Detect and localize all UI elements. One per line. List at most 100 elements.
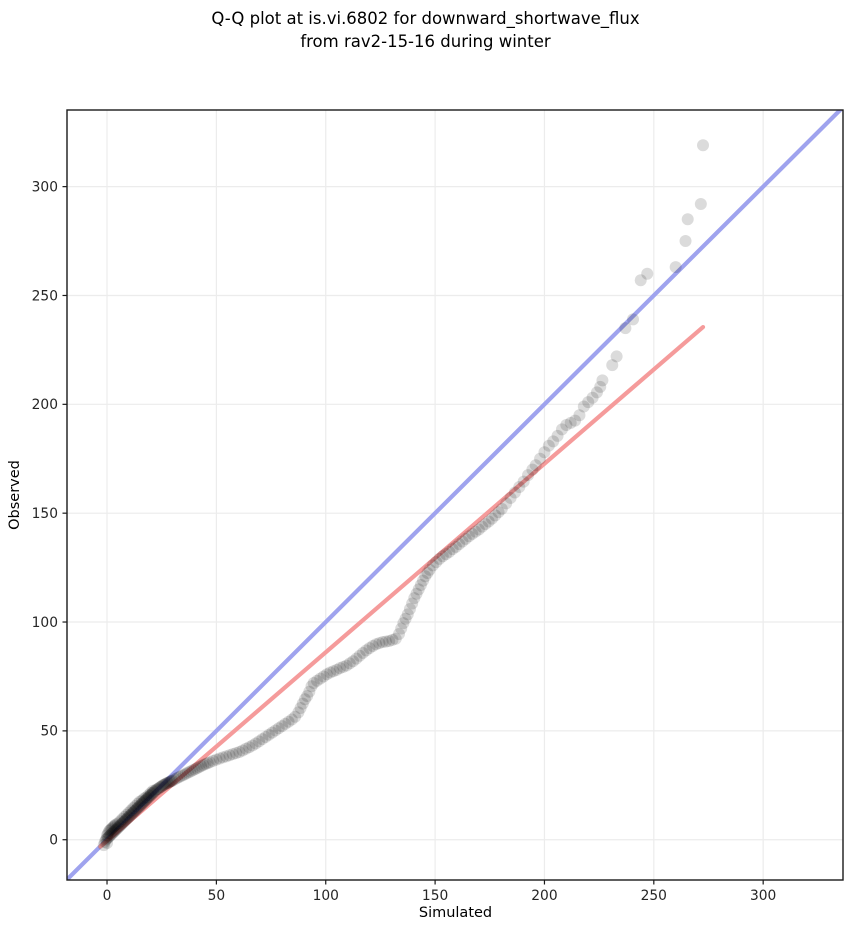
scatter-point bbox=[108, 825, 121, 838]
y-tick-label: 250 bbox=[32, 288, 58, 304]
scatter-point bbox=[220, 750, 233, 763]
scatter-point bbox=[143, 790, 156, 803]
scatter-point bbox=[158, 778, 171, 791]
scatter-point bbox=[421, 567, 434, 580]
scatter-point bbox=[175, 769, 188, 782]
scatter-point bbox=[517, 475, 530, 488]
scatter-point bbox=[350, 652, 363, 665]
scatter-point bbox=[213, 752, 226, 765]
scatter-point bbox=[285, 713, 298, 726]
scatter-point bbox=[171, 772, 184, 785]
scatter-point bbox=[476, 520, 489, 533]
scatter-point bbox=[163, 776, 176, 789]
scatter-point bbox=[133, 799, 146, 812]
scatter-point bbox=[366, 639, 379, 652]
scatter-point bbox=[363, 642, 376, 655]
y-axis-label: Observed bbox=[7, 460, 23, 530]
scatter-point bbox=[560, 419, 573, 432]
scatter-point bbox=[130, 803, 143, 816]
scatter-point bbox=[168, 773, 181, 786]
scatter-point bbox=[101, 829, 114, 842]
scatter-point bbox=[508, 486, 521, 499]
scatter-point bbox=[117, 816, 130, 829]
scatter-point bbox=[262, 728, 275, 741]
scatter-point bbox=[681, 213, 694, 226]
scatter-point bbox=[97, 839, 110, 852]
scatter-point bbox=[249, 737, 262, 750]
scatter-point bbox=[379, 635, 392, 648]
scatter-point bbox=[195, 760, 208, 773]
scatter-point bbox=[466, 527, 479, 540]
scatter-point bbox=[399, 612, 412, 625]
x-tick-label: 150 bbox=[422, 888, 448, 904]
scatter-point bbox=[164, 775, 177, 788]
scatter-point bbox=[410, 587, 423, 600]
scatter-point bbox=[107, 820, 120, 833]
scatter-point bbox=[443, 545, 456, 558]
scatter-point bbox=[105, 822, 118, 835]
y-tick-label: 150 bbox=[32, 506, 58, 522]
scatter-point bbox=[120, 813, 133, 826]
scatter-point bbox=[472, 523, 485, 536]
scatter-point bbox=[190, 762, 203, 775]
scatter-point bbox=[641, 267, 654, 280]
scatter-point bbox=[160, 777, 173, 790]
scatter-point bbox=[108, 819, 121, 832]
scatter-point bbox=[538, 446, 551, 459]
chart-title: Q-Q plot at is.vi.6802 for downward_shor… bbox=[0, 7, 851, 53]
scatter-point bbox=[433, 552, 446, 565]
scatter-point bbox=[131, 797, 144, 810]
scatter-point bbox=[144, 786, 157, 799]
scatter-points bbox=[97, 139, 710, 852]
scatter-point bbox=[162, 776, 175, 789]
scatter-point bbox=[504, 491, 517, 504]
scatter-point bbox=[102, 827, 115, 840]
scatter-point bbox=[118, 815, 131, 828]
scatter-point bbox=[127, 802, 140, 815]
scatter-point bbox=[419, 570, 432, 583]
scatter-point bbox=[111, 817, 124, 830]
y-tick-label: 50 bbox=[40, 724, 58, 740]
chart-title-line-2: from rav2-15-16 during winter bbox=[300, 32, 551, 51]
scatter-point bbox=[301, 690, 314, 703]
scatter-point bbox=[453, 538, 466, 551]
scatter-point bbox=[564, 416, 577, 429]
scatter-point bbox=[289, 710, 302, 723]
scatter-point bbox=[414, 579, 427, 592]
scatter-point bbox=[141, 792, 154, 805]
scatter-point bbox=[226, 748, 239, 761]
scatter-point bbox=[107, 826, 120, 839]
x-tick-label: 50 bbox=[208, 888, 226, 904]
scatter-point bbox=[500, 497, 513, 510]
scatter-point bbox=[127, 806, 140, 819]
scatter-point bbox=[619, 322, 632, 335]
scatter-point bbox=[146, 784, 159, 797]
scatter-point bbox=[236, 744, 249, 757]
scatter-point bbox=[586, 391, 599, 404]
scatter-point bbox=[534, 452, 547, 465]
scatter-point bbox=[155, 780, 168, 793]
scatter-point bbox=[106, 821, 119, 834]
scatter-point bbox=[151, 783, 164, 796]
scatter-point bbox=[139, 794, 152, 807]
x-tick-label: 200 bbox=[531, 888, 557, 904]
scatter-point bbox=[192, 761, 205, 774]
y-tick-label: 0 bbox=[49, 833, 58, 849]
scatter-point bbox=[111, 821, 124, 834]
scatter-point bbox=[482, 515, 495, 528]
scatter-point bbox=[210, 753, 223, 766]
scatter-point bbox=[440, 548, 453, 561]
scatter-point bbox=[555, 423, 568, 436]
scatter-point bbox=[356, 646, 369, 659]
scatter-point bbox=[551, 429, 564, 442]
scatter-point bbox=[129, 799, 142, 812]
fit-line bbox=[98, 324, 706, 849]
scatter-point bbox=[627, 313, 640, 326]
scatter-point bbox=[370, 638, 383, 651]
scatter-point bbox=[340, 659, 353, 672]
scatter-point bbox=[121, 811, 134, 824]
scatter-point bbox=[526, 463, 539, 476]
scatter-point bbox=[406, 597, 419, 610]
scatter-point bbox=[125, 804, 138, 817]
x-tick-label: 300 bbox=[750, 888, 776, 904]
